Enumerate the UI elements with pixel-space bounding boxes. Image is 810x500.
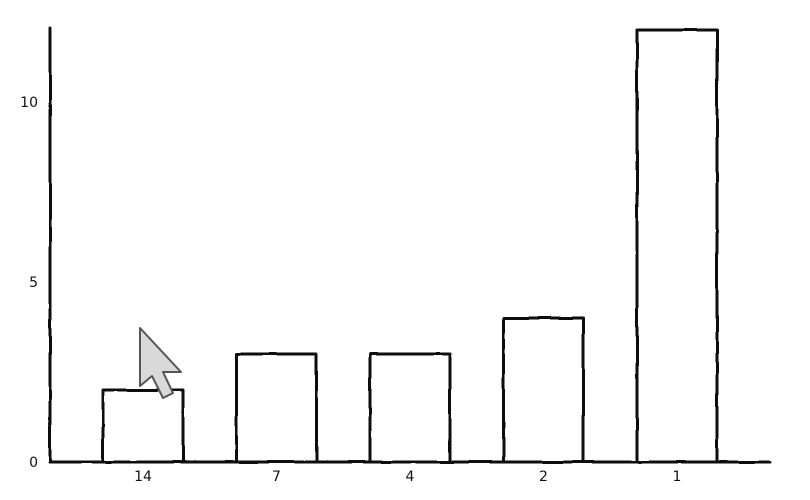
axes-layer xyxy=(48,26,772,464)
bar-14 xyxy=(101,388,185,464)
x-tick-label: 7 xyxy=(272,469,281,485)
y-tick-label: 10 xyxy=(20,95,38,111)
bar-2 xyxy=(502,316,585,464)
y-tick-label: 0 xyxy=(29,455,38,471)
y-tick-label: 5 xyxy=(29,275,38,291)
x-tick-label: 2 xyxy=(539,469,548,485)
bar-7 xyxy=(235,352,318,464)
x-tick-label: 1 xyxy=(673,469,682,485)
x-tick-label: 14 xyxy=(134,469,152,485)
x-tick-label: 4 xyxy=(406,469,415,485)
x-tick-labels: 14 7 4 2 1 xyxy=(134,469,681,485)
bar-4 xyxy=(368,352,452,464)
mouse-pointer-icon xyxy=(139,327,182,399)
bar-1 xyxy=(635,28,719,464)
y-tick-labels: 0 5 10 xyxy=(20,95,38,471)
bars-layer xyxy=(101,28,719,464)
